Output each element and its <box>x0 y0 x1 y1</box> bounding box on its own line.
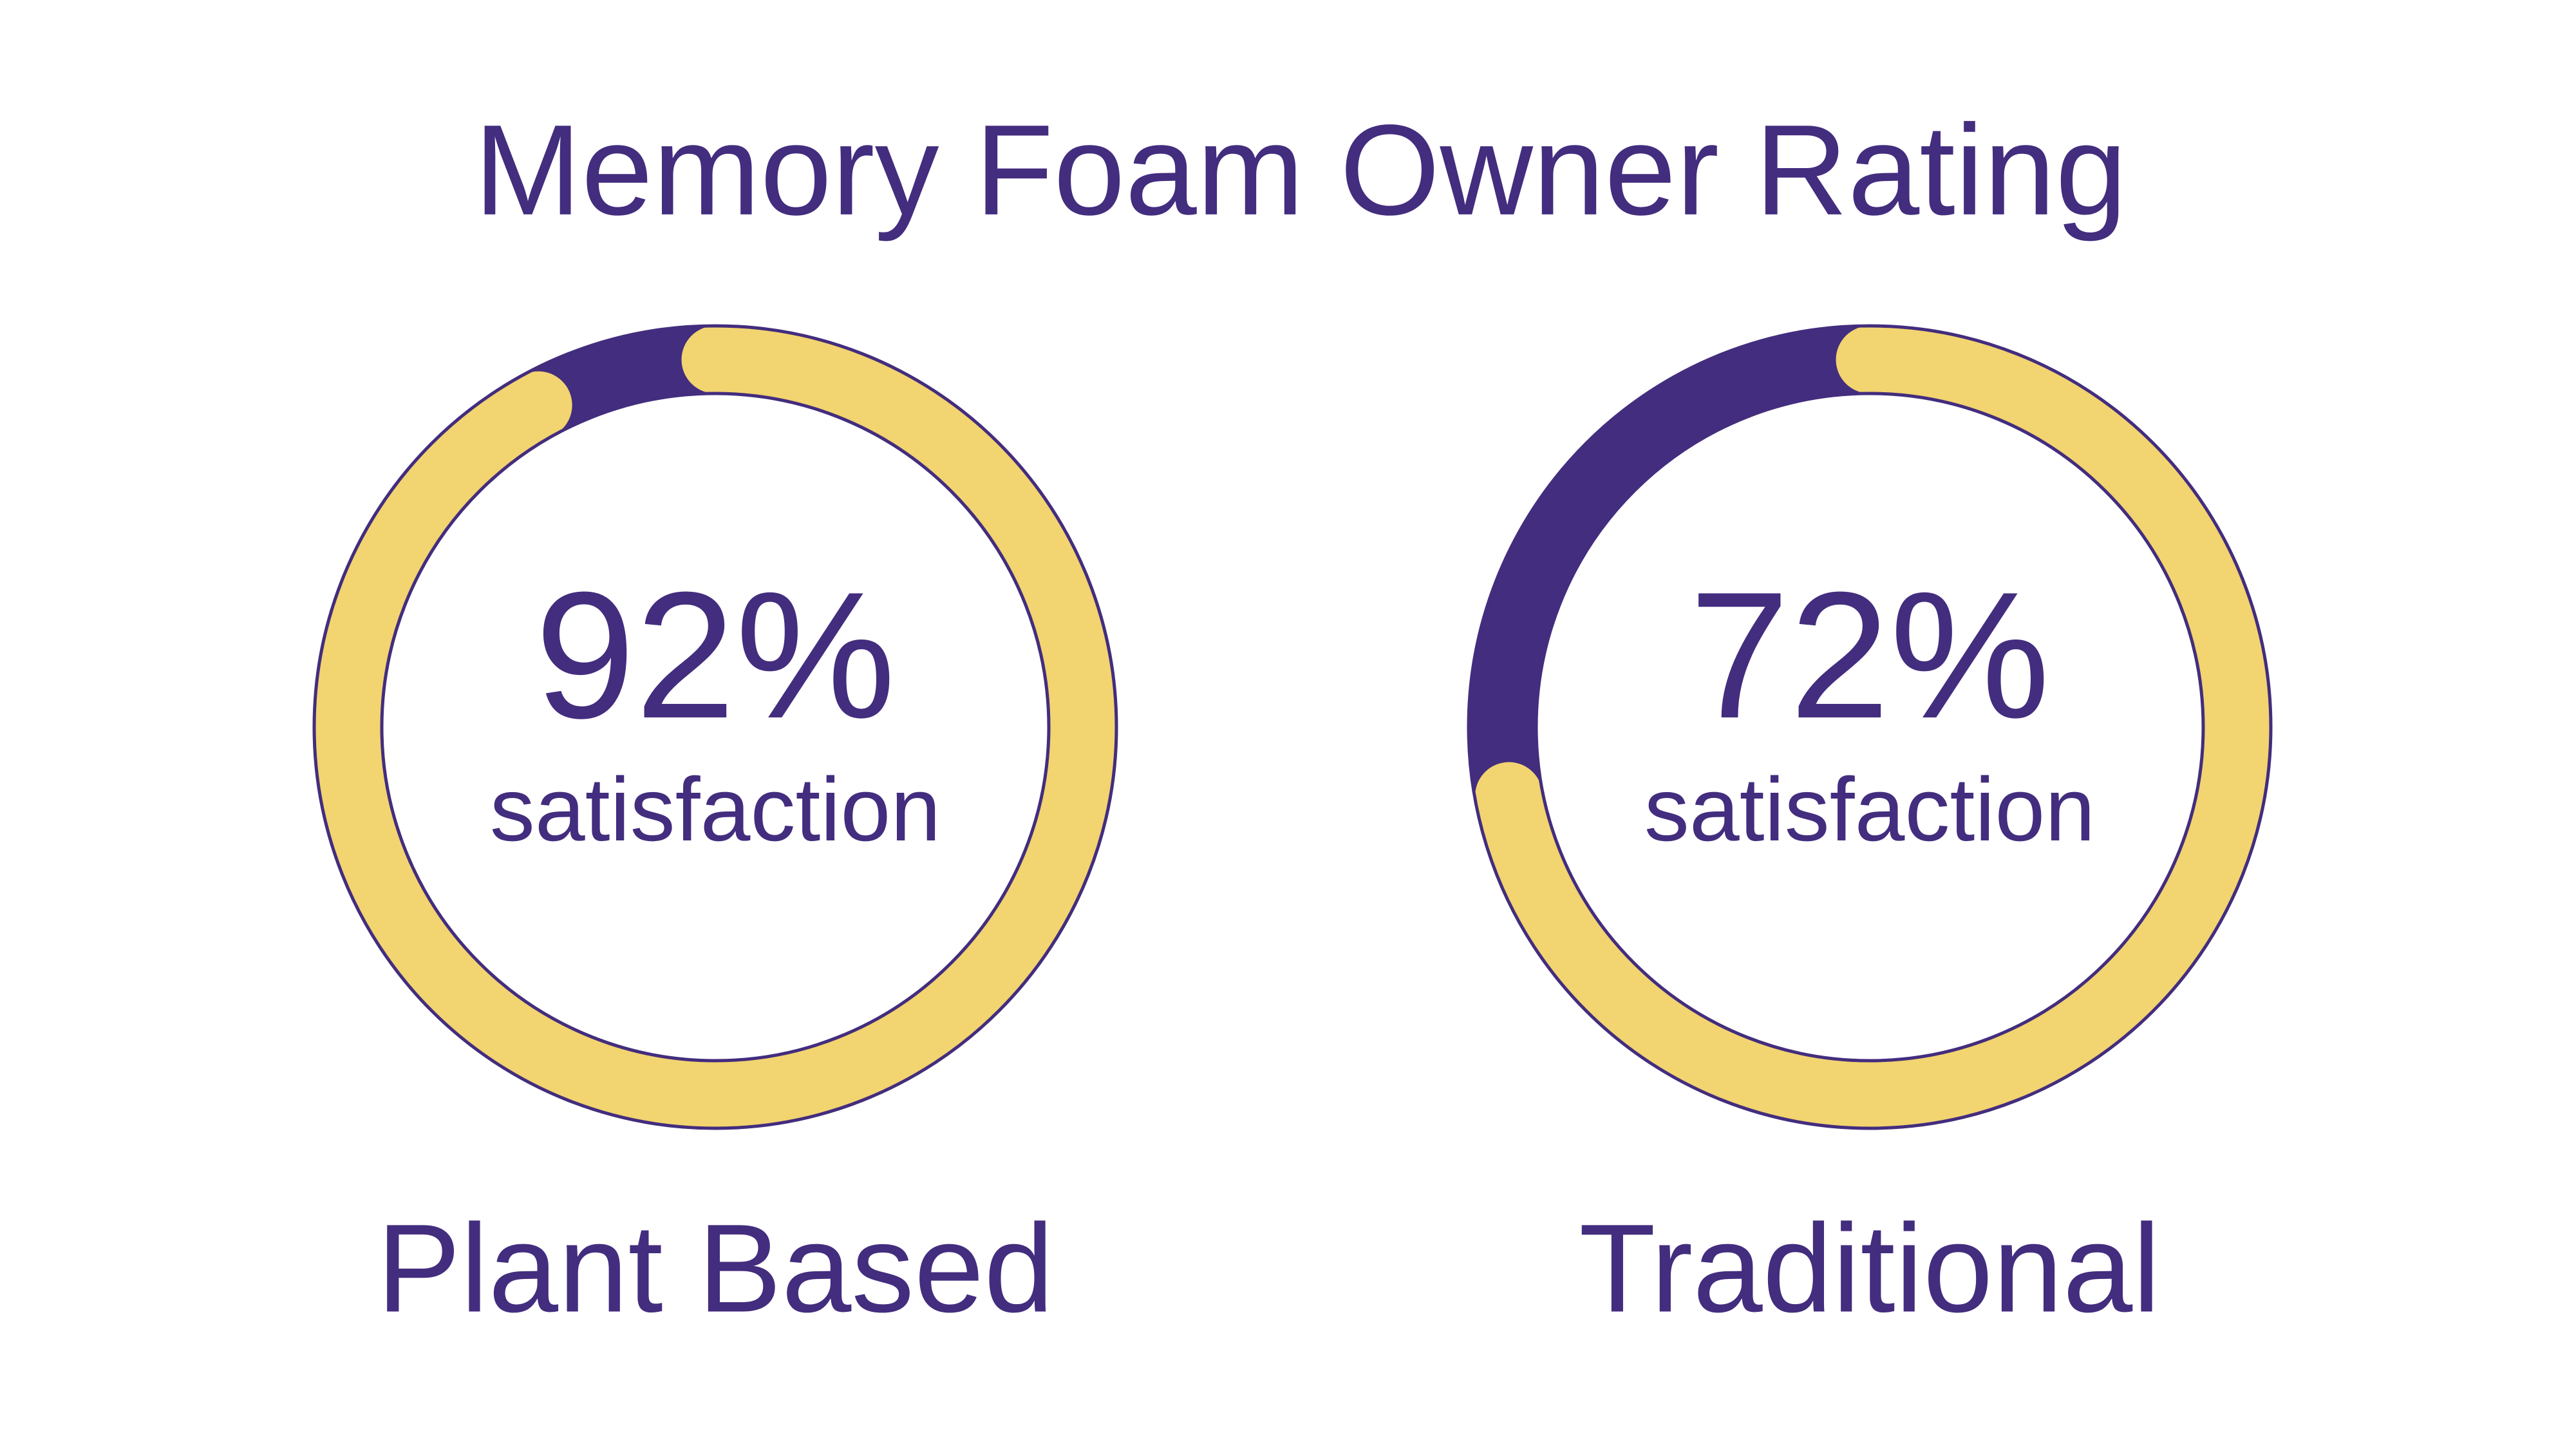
gauge-name: Traditional <box>1579 1198 2160 1339</box>
gauge-outline <box>380 392 1051 1063</box>
chart-title: Memory Foam Owner Rating <box>474 99 2127 242</box>
gauge-outline <box>1534 392 2205 1063</box>
gauge-subtitle: satisfaction <box>1644 759 2095 860</box>
gauge-name: Plant Based <box>377 1198 1054 1339</box>
gauge-outline <box>312 324 1118 1130</box>
gauge-subtitle: satisfaction <box>490 759 941 860</box>
value-label: 92% <box>535 555 896 756</box>
gauge-arc <box>1475 326 2271 1128</box>
value-label: 72% <box>1689 555 2050 756</box>
gauge-arc <box>314 326 1116 1128</box>
gauge-outline <box>1467 324 2273 1130</box>
